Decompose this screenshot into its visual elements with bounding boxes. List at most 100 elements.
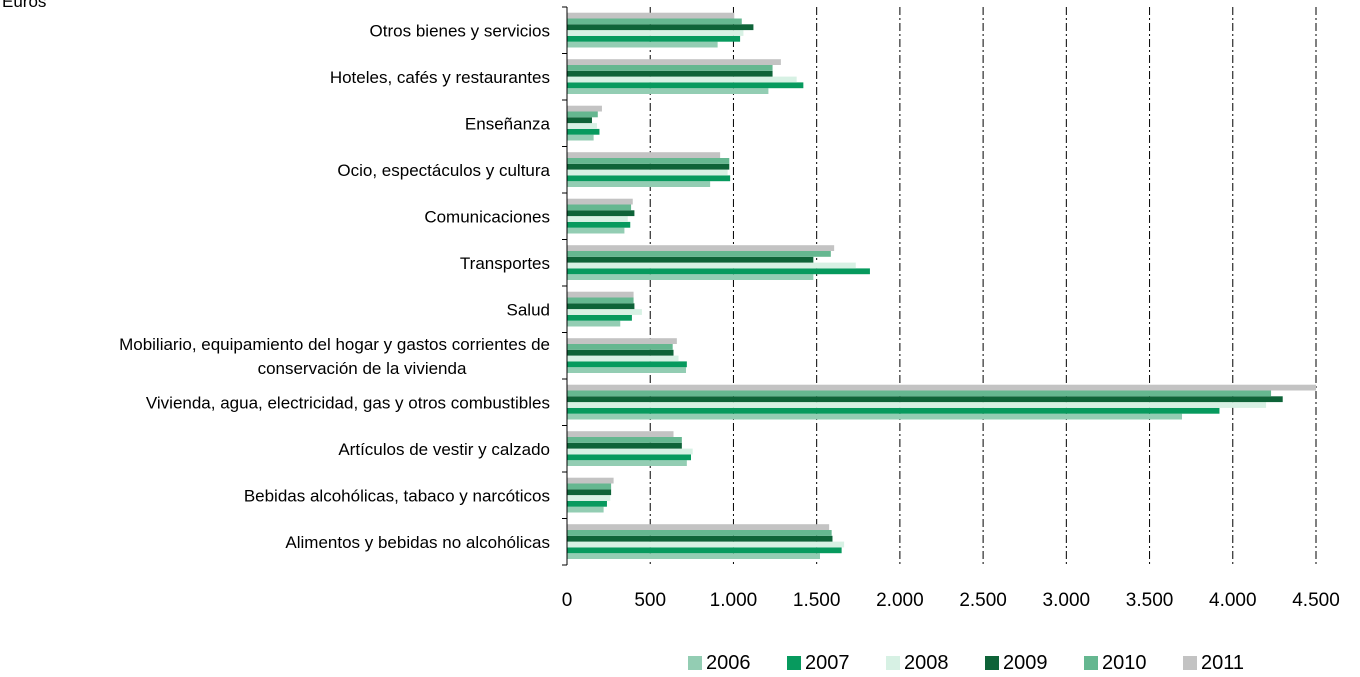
bar	[567, 18, 742, 25]
bar	[567, 384, 1316, 391]
bar	[567, 442, 682, 449]
bar	[567, 76, 797, 83]
bar	[567, 303, 635, 310]
bar	[567, 181, 711, 187]
bar	[567, 245, 835, 251]
bar	[567, 413, 1183, 420]
bar	[567, 506, 604, 513]
bar	[567, 227, 625, 234]
x-tick-label: 4.000	[1209, 590, 1257, 611]
bar	[567, 431, 674, 437]
bar	[567, 210, 635, 217]
bar	[567, 541, 845, 548]
bar	[567, 396, 1283, 403]
bar	[567, 105, 602, 112]
bar	[567, 530, 832, 536]
bar	[567, 24, 754, 31]
x-tick-label: 4.500	[1292, 590, 1340, 611]
bar	[567, 390, 1272, 397]
bar	[567, 320, 621, 327]
bar	[567, 407, 1220, 414]
bar	[567, 489, 612, 496]
category-label: Hoteles, cafés y restaurantes	[330, 68, 550, 87]
legend-swatch	[1183, 656, 1197, 670]
bar	[567, 268, 870, 275]
bar	[567, 367, 687, 373]
bar	[567, 553, 820, 559]
category-label: conservación de la vivienda	[258, 359, 467, 378]
x-tick-label: 3.500	[1126, 590, 1174, 611]
bar	[567, 221, 631, 228]
bar	[567, 547, 842, 554]
bar	[567, 198, 633, 205]
bar	[567, 88, 769, 94]
bar	[567, 251, 831, 257]
legend-label: 2011	[1201, 652, 1244, 674]
legend-swatch	[787, 656, 801, 670]
bar	[567, 123, 597, 129]
category-label: Alimentos y bebidas no alcohólicas	[285, 533, 550, 552]
bar	[567, 175, 731, 182]
category-label: Transportes	[460, 254, 550, 273]
bar	[567, 163, 730, 170]
bar	[567, 437, 682, 443]
bar	[567, 402, 1267, 408]
unit-label: Euros	[2, 0, 47, 11]
bar	[567, 35, 741, 42]
bar	[567, 524, 830, 530]
bar	[567, 158, 730, 164]
bar	[567, 59, 781, 65]
category-label: Otros bienes y servicios	[370, 21, 550, 40]
bar	[567, 535, 833, 542]
bar	[567, 274, 814, 280]
bar	[567, 111, 598, 118]
x-tick-label: 2.000	[876, 590, 924, 611]
bar	[567, 448, 693, 455]
category-label: Enseñanza	[465, 114, 551, 133]
bar	[567, 152, 721, 158]
x-tick-label: 2.500	[959, 590, 1007, 611]
bar	[567, 128, 600, 135]
legend-swatch	[1084, 656, 1098, 670]
x-tick-label: 1.000	[710, 590, 758, 611]
legend-label: 2009	[1003, 652, 1048, 674]
bar	[567, 344, 673, 350]
bar	[567, 41, 718, 48]
x-tick-label: 3.000	[1043, 590, 1091, 611]
category-label: Bebidas alcohólicas, tabaco y narcóticos	[244, 486, 550, 505]
x-tick-label: 500	[634, 590, 666, 611]
bar	[567, 349, 674, 356]
legend-swatch	[688, 656, 702, 670]
bar	[567, 70, 773, 77]
legend-label: 2006	[706, 652, 751, 674]
category-label: Mobiliario, equipamiento del hogar y gas…	[119, 335, 550, 354]
legend-swatch	[985, 656, 999, 670]
bar	[567, 460, 687, 466]
bar	[567, 204, 632, 211]
legend-label: 2008	[904, 652, 949, 674]
category-label: Vivienda, agua, electricidad, gas y otro…	[146, 393, 550, 412]
bar	[567, 262, 856, 269]
bar	[567, 117, 592, 124]
category-label: Artículos de vestir y calzado	[338, 440, 550, 459]
legend-label: 2007	[805, 652, 850, 674]
bar	[567, 65, 773, 71]
x-tick-label: 1.500	[793, 590, 841, 611]
bar	[567, 454, 691, 461]
legend-label: 2010	[1102, 652, 1147, 674]
category-label: Ocio, espectáculos y cultura	[337, 161, 550, 180]
legend-swatch	[886, 656, 900, 670]
bar	[567, 30, 744, 36]
bar	[567, 256, 814, 263]
bar	[567, 134, 594, 141]
category-label: Salud	[507, 300, 550, 319]
bar	[567, 309, 642, 315]
bar	[567, 314, 632, 321]
bar	[567, 495, 611, 501]
bar	[567, 291, 634, 298]
bar	[567, 12, 735, 19]
bar	[567, 500, 607, 507]
bar	[567, 216, 628, 222]
x-tick-label: 0	[562, 590, 573, 611]
